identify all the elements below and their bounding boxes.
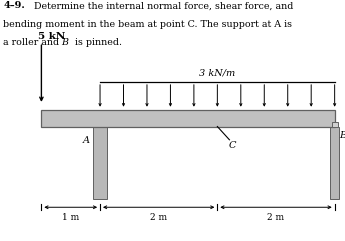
Text: a roller and: a roller and bbox=[3, 38, 62, 47]
Bar bbox=[332, 122, 338, 127]
Text: A: A bbox=[83, 136, 90, 145]
Text: Determine the internal normal force, shear force, and: Determine the internal normal force, she… bbox=[28, 1, 294, 10]
Text: B: B bbox=[339, 131, 345, 140]
Text: B: B bbox=[61, 38, 68, 47]
Text: is pinned.: is pinned. bbox=[72, 38, 122, 47]
Text: 2 m: 2 m bbox=[267, 213, 285, 222]
Bar bbox=[331, 127, 339, 199]
Text: 1 m: 1 m bbox=[62, 213, 79, 222]
Text: 2 m: 2 m bbox=[150, 213, 167, 222]
Bar bbox=[93, 127, 107, 199]
Bar bbox=[41, 110, 335, 127]
Text: 5 kN: 5 kN bbox=[38, 32, 65, 41]
Text: C: C bbox=[229, 141, 236, 150]
Text: 3 kN/m: 3 kN/m bbox=[199, 68, 236, 77]
Text: 4–9.: 4–9. bbox=[3, 1, 25, 10]
Text: bending moment in the beam at point C. The support at A is: bending moment in the beam at point C. T… bbox=[3, 20, 293, 29]
